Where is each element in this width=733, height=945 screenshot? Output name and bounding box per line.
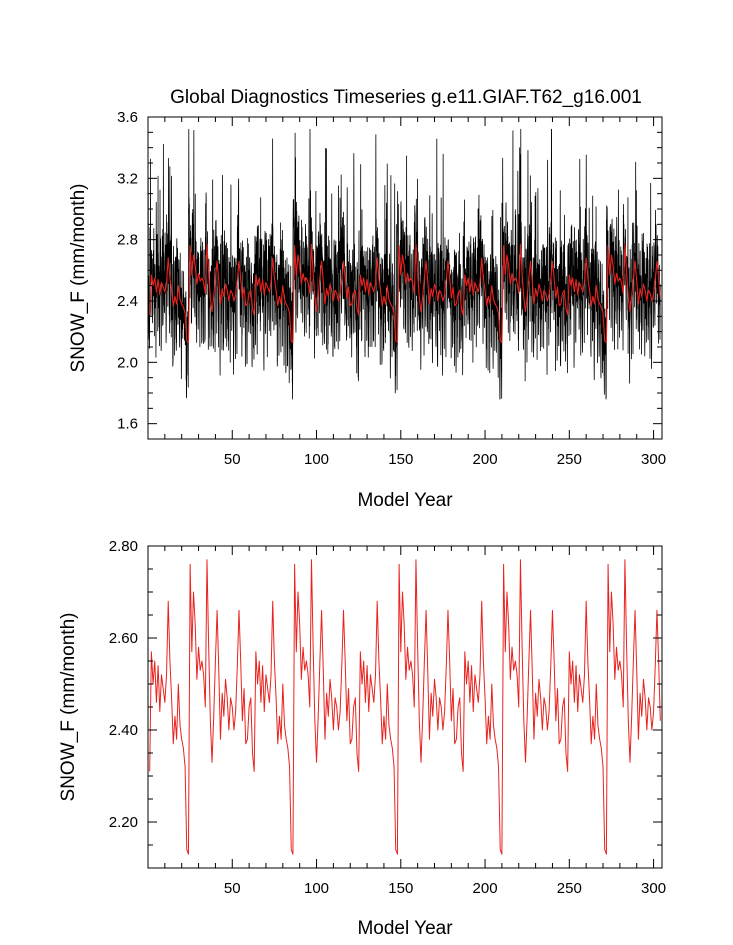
bottom-panel-series <box>149 559 661 855</box>
top-y-axis-label: SNOW_F (mm/month) <box>68 184 89 373</box>
chart-title: Global Diagnostics Timeseries g.e11.GIAF… <box>170 87 642 108</box>
y-tick-label: 2.4 <box>117 293 138 310</box>
x-tick-label: 300 <box>641 880 666 897</box>
bottom-plot-frame <box>147 545 663 869</box>
bottom-panel: 50 100 150 200 250 300 2.20 2.40 2.60 2.80 Model … <box>58 538 666 939</box>
y-tick-label: 2.8 <box>117 232 138 249</box>
bottom-x-axis-label: Model Year <box>357 918 453 939</box>
y-tick-label: 2.20 <box>109 814 138 831</box>
y-tick-label: 1.6 <box>117 416 138 433</box>
bottom-y-axis-label: SNOW_F (mm/month) <box>58 613 79 802</box>
y-tick-label: 2.0 <box>117 354 138 371</box>
annual-series-line <box>149 243 661 343</box>
top-panel-axes: 50 100 150 200 250 300 1.6 2.0 2.4 2.8 3.2 3.6 <box>117 109 666 468</box>
x-tick-label: 200 <box>473 880 498 897</box>
y-tick-label: 2.40 <box>109 722 138 739</box>
x-tick-label: 150 <box>388 451 413 468</box>
x-tick-label: 150 <box>388 880 413 897</box>
x-tick-label: 250 <box>557 451 582 468</box>
annual-series-line <box>149 559 661 855</box>
x-tick-label: 250 <box>557 880 582 897</box>
x-tick-label: 50 <box>224 880 241 897</box>
x-tick-label: 100 <box>304 880 329 897</box>
y-tick-label: 2.80 <box>109 538 138 555</box>
x-tick-label: 50 <box>224 451 241 468</box>
x-tick-label: 300 <box>641 451 666 468</box>
y-tick-label: 3.6 <box>117 109 138 126</box>
y-tick-label: 3.2 <box>117 170 138 187</box>
top-x-axis-label: Model Year <box>357 490 453 511</box>
x-tick-label: 200 <box>473 451 498 468</box>
bottom-panel-axes: 50 100 150 200 250 300 2.20 2.40 2.60 2.80 <box>109 538 666 897</box>
y-tick-label: 2.60 <box>109 630 138 647</box>
top-panel: 50 100 150 200 250 300 1.6 2.0 2.4 2.8 3.2 3.6 Mode… <box>68 109 666 511</box>
x-tick-label: 100 <box>304 451 329 468</box>
top-plot-frame <box>147 116 663 440</box>
top-panel-series <box>147 128 661 400</box>
